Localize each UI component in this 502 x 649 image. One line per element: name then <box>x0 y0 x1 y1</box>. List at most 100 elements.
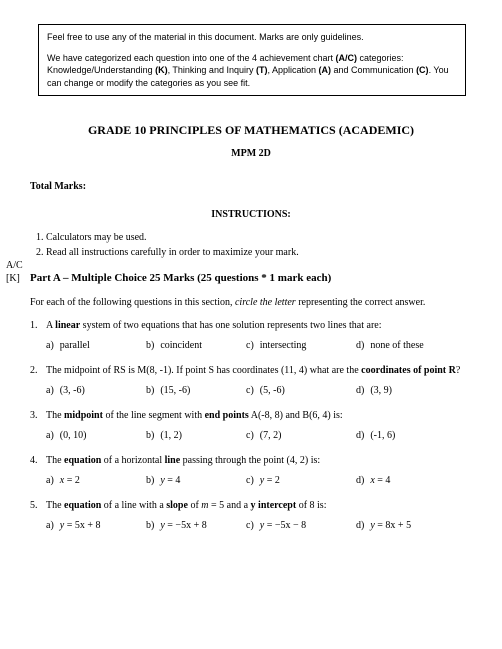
text: A(-8, 8) and B(6, 4) is: <box>249 410 343 421</box>
opt-label: a) <box>46 384 54 398</box>
question-5: 5. The equation of a line with a slope o… <box>30 499 472 532</box>
q-num: 4. <box>30 454 46 468</box>
opt-text: y = 5x + 8 <box>60 519 101 533</box>
text: The <box>46 500 64 511</box>
text-bold: line <box>165 455 181 466</box>
opt-text: (7, 2) <box>260 429 282 443</box>
option-b[interactable]: b) y = −5x + 8 <box>146 519 246 533</box>
q-body: The midpoint of RS is M(8, -1). If point… <box>46 364 472 378</box>
text: We have categorized each question into o… <box>47 53 336 63</box>
option-d[interactable]: d)y = 8x + 5 <box>356 519 411 533</box>
opt-text: intersecting <box>260 339 307 353</box>
text: ? <box>456 365 460 376</box>
option-c[interactable]: c)y = 2 <box>246 474 356 488</box>
text: For each of the following questions in t… <box>30 297 235 308</box>
notice-box: Feel free to use any of the material in … <box>38 24 466 96</box>
instructions-heading: INSTRUCTIONS: <box>30 208 472 222</box>
opt-label: d) <box>356 429 364 443</box>
option-c[interactable]: c)(5, -6) <box>246 384 356 398</box>
option-a[interactable]: a)(3, -6) <box>46 384 146 398</box>
course-code: MPM 2D <box>30 147 472 161</box>
opt-label: c) <box>246 474 254 488</box>
var: m <box>201 500 208 511</box>
opt-text: (5, -6) <box>260 384 285 398</box>
option-c[interactable]: c)intersecting <box>246 339 356 353</box>
option-d[interactable]: d)none of these <box>356 339 424 353</box>
expr: = 4 <box>165 475 181 486</box>
text-bold: midpoint <box>64 410 103 421</box>
text-bold: (T) <box>256 65 268 75</box>
options: a)(0, 10) b) (1, 2) c)(7, 2) d) (-1, 6) <box>46 429 472 443</box>
question-3: 3. The midpoint of the line segment with… <box>30 409 472 442</box>
text-bold: end points <box>205 410 249 421</box>
text: system of two equations that has one sol… <box>80 320 381 331</box>
opt-text: x = 4 <box>370 474 390 488</box>
text-bold: (A/C) <box>336 53 358 63</box>
opt-text: (-1, 6) <box>370 429 395 443</box>
text: of a horizontal <box>101 455 164 466</box>
option-a[interactable]: a)(0, 10) <box>46 429 146 443</box>
expr: = 4 <box>375 475 391 486</box>
margin-ac: A/C <box>6 259 23 273</box>
opt-label: a) <box>46 339 54 353</box>
notice-p2: We have categorized each question into o… <box>47 52 457 90</box>
q-num: 1. <box>30 319 46 333</box>
page-title: GRADE 10 PRINCIPLES OF MATHEMATICS (ACAD… <box>30 122 472 138</box>
options: a) parallel b)coincident c)intersecting d… <box>46 339 472 353</box>
option-d[interactable]: d)(3, 9) <box>356 384 392 398</box>
option-a[interactable]: a) parallel <box>46 339 146 353</box>
opt-text: (0, 10) <box>60 429 87 443</box>
opt-label: d) <box>356 474 364 488</box>
q-body: The midpoint of the line segment with en… <box>46 409 472 423</box>
q-body: The equation of a line with a slope of m… <box>46 499 472 513</box>
text: passing through the point (4, 2) is: <box>180 455 320 466</box>
opt-text: y = 4 <box>160 474 180 488</box>
expr: = 2 <box>64 475 80 486</box>
text-bold: linear <box>55 320 80 331</box>
expr: = 2 <box>264 475 280 486</box>
option-c[interactable]: c)(7, 2) <box>246 429 356 443</box>
option-c[interactable]: c)y = −5x − 8 <box>246 519 356 533</box>
opt-text: x = 2 <box>60 474 80 488</box>
text: , Application <box>267 65 318 75</box>
q-num: 2. <box>30 364 46 378</box>
expr: = 5x + 8 <box>64 520 100 531</box>
option-b[interactable]: b)y = 4 <box>146 474 246 488</box>
option-b[interactable]: b)coincident <box>146 339 246 353</box>
question-4: 4. The equation of a horizontal line pas… <box>30 454 472 487</box>
option-a[interactable]: a)x = 2 <box>46 474 146 488</box>
opt-text: y = −5x + 8 <box>160 519 206 533</box>
opt-text: y = −5x − 8 <box>260 519 306 533</box>
opt-label: b) <box>146 429 154 443</box>
text: , Thinking and Inquiry <box>168 65 256 75</box>
question-1: 1. A linear system of two equations that… <box>30 319 472 352</box>
part-a-heading: Part A – Multiple Choice 25 Marks (25 qu… <box>30 271 472 286</box>
text: of <box>188 500 201 511</box>
opt-label: b) <box>146 519 154 533</box>
text: of 8 is: <box>296 500 326 511</box>
page: Feel free to use any of the material in … <box>0 0 502 649</box>
opt-text: (1, 2) <box>160 429 182 443</box>
text: The <box>46 455 64 466</box>
total-marks: Total Marks: <box>30 180 472 194</box>
instruction-item: Read all instructions carefully in order… <box>46 246 472 260</box>
expr: = −5x + 8 <box>165 520 207 531</box>
text: of the line segment with <box>103 410 205 421</box>
opt-text: y = 8x + 5 <box>370 519 411 533</box>
part-a-block: A/C [K] Part A – Multiple Choice 25 Mark… <box>30 271 472 286</box>
opt-label: d) <box>356 384 364 398</box>
expr: = 8x + 5 <box>375 520 411 531</box>
text-bold: slope <box>166 500 188 511</box>
option-a[interactable]: a)y = 5x + 8 <box>46 519 146 533</box>
q-body: The equation of a horizontal line passin… <box>46 454 472 468</box>
option-b[interactable]: b) (1, 2) <box>146 429 246 443</box>
option-d[interactable]: d) x = 4 <box>356 474 390 488</box>
opt-label: d) <box>356 339 364 353</box>
text-bold: (A) <box>319 65 332 75</box>
opt-text: parallel <box>60 339 90 353</box>
option-b[interactable]: b)(15, -6) <box>146 384 246 398</box>
option-d[interactable]: d) (-1, 6) <box>356 429 395 443</box>
text-bold: coordinates of point R <box>361 365 456 376</box>
text: A <box>46 320 55 331</box>
q-num: 3. <box>30 409 46 423</box>
